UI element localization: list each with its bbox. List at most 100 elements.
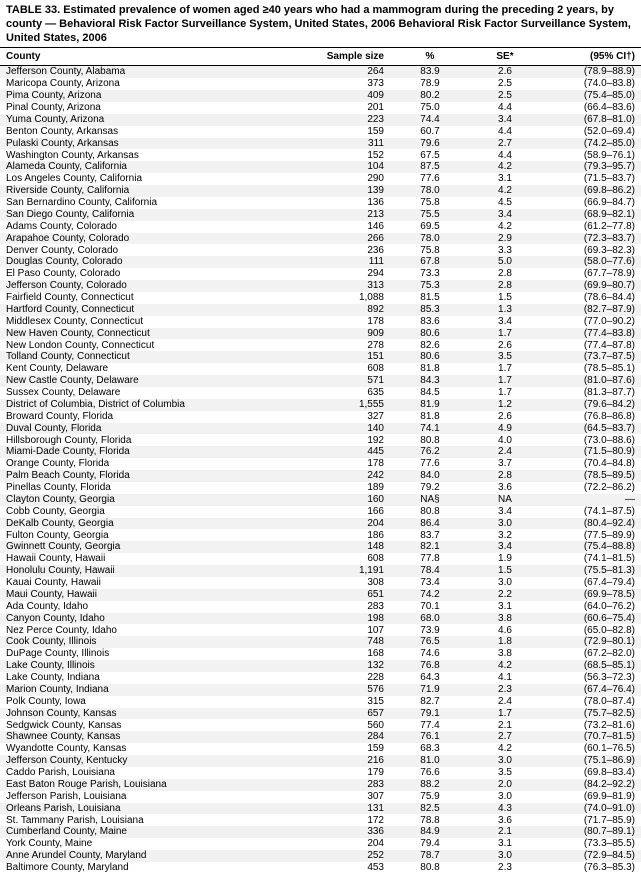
cell-se: 3.6 <box>470 482 540 494</box>
cell-se: 3.3 <box>470 244 540 256</box>
cell-pct: 75.3 <box>390 280 470 292</box>
cell-county: Hawaii County, Hawaii <box>0 553 300 565</box>
cell-ci: (65.0–82.8) <box>540 624 641 636</box>
table-row: Fulton County, Georgia18683.73.2(77.5–89… <box>0 529 641 541</box>
cell-county: Lake County, Indiana <box>0 672 300 684</box>
cell-pct: 77.6 <box>390 173 470 185</box>
cell-se: 4.9 <box>470 423 540 435</box>
cell-se: 2.0 <box>470 779 540 791</box>
cell-pct: 68.0 <box>390 613 470 625</box>
cell-pct: 75.9 <box>390 791 470 803</box>
cell-pct: 78.9 <box>390 78 470 90</box>
col-pct: % <box>390 48 470 66</box>
cell-ci: (79.3–95.7) <box>540 161 641 173</box>
cell-pct: 82.1 <box>390 541 470 553</box>
cell-n: 189 <box>300 482 390 494</box>
table-row: Broward County, Florida32781.82.6(76.8–8… <box>0 411 641 423</box>
cell-county: Yuma County, Arizona <box>0 114 300 126</box>
cell-n: 294 <box>300 268 390 280</box>
table-row: Nez Perce County, Idaho10773.94.6(65.0–8… <box>0 624 641 636</box>
cell-county: Alameda County, California <box>0 161 300 173</box>
table-row: Gwinnett County, Georgia14882.13.4(75.4–… <box>0 541 641 553</box>
cell-se: 3.5 <box>470 767 540 779</box>
cell-county: Maricopa County, Arizona <box>0 78 300 90</box>
cell-pct: 84.9 <box>390 826 470 838</box>
col-se: SE* <box>470 48 540 66</box>
cell-ci: (67.4–76.4) <box>540 684 641 696</box>
table-row: Sedgwick County, Kansas56077.42.1(73.2–8… <box>0 719 641 731</box>
cell-n: 132 <box>300 660 390 672</box>
cell-pct: 76.5 <box>390 636 470 648</box>
cell-se: 2.1 <box>470 719 540 731</box>
cell-n: 373 <box>300 78 390 90</box>
table-row: Caddo Parish, Louisiana17976.63.5(69.8–8… <box>0 767 641 779</box>
cell-n: 892 <box>300 304 390 316</box>
cell-se: 2.4 <box>470 696 540 708</box>
cell-county: Duval County, Florida <box>0 423 300 435</box>
cell-pct: 75.8 <box>390 244 470 256</box>
cell-n: 107 <box>300 624 390 636</box>
cell-ci: (58.0–77.6) <box>540 256 641 268</box>
cell-ci: — <box>540 494 641 506</box>
cell-ci: (79.6–84.2) <box>540 399 641 411</box>
cell-county: Middlesex County, Connecticut <box>0 316 300 328</box>
cell-county: San Bernardino County, California <box>0 197 300 209</box>
table-row: Anne Arundel County, Maryland25278.73.0(… <box>0 850 641 862</box>
cell-pct: 79.4 <box>390 838 470 850</box>
cell-ci: (78.5–89.5) <box>540 470 641 482</box>
cell-se: 3.2 <box>470 529 540 541</box>
cell-n: 1,088 <box>300 292 390 304</box>
table-row: Cumberland County, Maine33684.92.1(80.7–… <box>0 826 641 838</box>
cell-se: 4.4 <box>470 126 540 138</box>
cell-ci: (76.3–85.3) <box>540 862 641 874</box>
cell-pct: 76.1 <box>390 731 470 743</box>
cell-pct: 83.6 <box>390 316 470 328</box>
cell-ci: (60.1–76.5) <box>540 743 641 755</box>
table-row: Pima County, Arizona40980.22.5(75.4–85.0… <box>0 90 641 102</box>
cell-n: 453 <box>300 862 390 874</box>
cell-n: 290 <box>300 173 390 185</box>
cell-n: 148 <box>300 541 390 553</box>
cell-se: 2.4 <box>470 446 540 458</box>
cell-ci: (77.0–90.2) <box>540 316 641 328</box>
cell-se: 3.1 <box>470 173 540 185</box>
cell-ci: (73.2–81.6) <box>540 719 641 731</box>
table-row: Denver County, Colorado23675.83.3(69.3–8… <box>0 244 641 256</box>
cell-county: Sussex County, Delaware <box>0 387 300 399</box>
cell-county: Cobb County, Georgia <box>0 506 300 518</box>
cell-pct: 71.9 <box>390 684 470 696</box>
cell-se: 2.3 <box>470 684 540 696</box>
cell-se: 3.0 <box>470 577 540 589</box>
cell-ci: (77.4–83.8) <box>540 328 641 340</box>
cell-pct: 79.6 <box>390 138 470 150</box>
cell-n: 283 <box>300 779 390 791</box>
cell-county: East Baton Rouge Parish, Louisiana <box>0 779 300 791</box>
cell-ci: (52.0–69.4) <box>540 126 641 138</box>
table-row: Lake County, Illinois13276.84.2(68.5–85.… <box>0 660 641 672</box>
cell-ci: (72.9–80.1) <box>540 636 641 648</box>
cell-county: Tolland County, Connecticut <box>0 351 300 363</box>
cell-county: Fairfield County, Connecticut <box>0 292 300 304</box>
cell-county: Sedgwick County, Kansas <box>0 719 300 731</box>
cell-county: Pinal County, Arizona <box>0 102 300 114</box>
cell-n: 264 <box>300 66 390 78</box>
table-row: Hillsborough County, Florida19280.84.0(7… <box>0 434 641 446</box>
cell-county: Maui County, Hawaii <box>0 589 300 601</box>
table-row: Wyandotte County, Kansas15968.34.2(60.1–… <box>0 743 641 755</box>
cell-pct: 73.4 <box>390 577 470 589</box>
cell-pct: 84.5 <box>390 387 470 399</box>
cell-pct: 74.2 <box>390 589 470 601</box>
cell-county: Hillsborough County, Florida <box>0 434 300 446</box>
cell-ci: (67.4–79.4) <box>540 577 641 589</box>
cell-ci: (69.8–86.2) <box>540 185 641 197</box>
cell-n: 159 <box>300 743 390 755</box>
table-row: Benton County, Arkansas15960.74.4(52.0–6… <box>0 126 641 138</box>
cell-county: Orange County, Florida <box>0 458 300 470</box>
cell-pct: 67.5 <box>390 149 470 161</box>
cell-pct: 80.8 <box>390 862 470 874</box>
cell-se: 3.4 <box>470 316 540 328</box>
cell-county: Pulaski County, Arkansas <box>0 138 300 150</box>
cell-n: 146 <box>300 221 390 233</box>
cell-ci: (70.4–84.8) <box>540 458 641 470</box>
cell-county: Denver County, Colorado <box>0 244 300 256</box>
